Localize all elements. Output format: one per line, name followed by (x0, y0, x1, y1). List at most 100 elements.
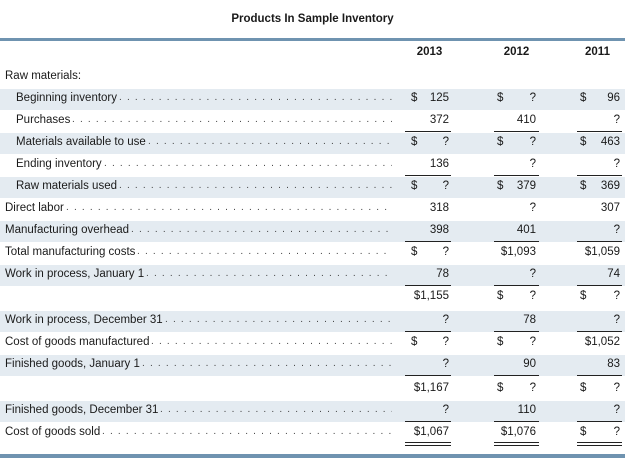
cell-value: 307 (600, 202, 620, 214)
row-label: Manufacturing overhead (5, 224, 130, 236)
cell-value: 96 (607, 92, 620, 104)
cell-value: 318 (429, 202, 449, 214)
cell-value: ? (442, 246, 449, 258)
dot-leader: . . . . . . . . . . . . . . . . . . . . … (119, 92, 392, 103)
cell-value: $1,093 (500, 246, 536, 258)
underline (577, 285, 622, 286)
cell-value: 401 (516, 224, 536, 236)
dot-leader: . . . . . . . . . . . . . . . . . . . . … (148, 136, 392, 147)
row-label: Purchases (16, 114, 71, 126)
currency-symbol: $ (411, 136, 418, 148)
currency-symbol: $ (580, 382, 587, 394)
currency-symbol: $ (411, 336, 418, 348)
table-row: Purchases . . . . . . . . . . . . . . . … (0, 111, 625, 132)
column-header-2013: 2013 (416, 46, 443, 58)
cell-value: 125 (429, 92, 449, 104)
cell-value: 136 (429, 158, 449, 170)
dot-leader: . . . . . . . . . . . . . . . . . . . . … (165, 314, 392, 325)
cell-value: $1,052 (584, 336, 620, 348)
cell-value: ? (529, 382, 536, 394)
currency-symbol: $ (580, 426, 587, 438)
cell-value: $1,059 (584, 246, 620, 258)
currency-symbol: $ (411, 92, 418, 104)
cell-value: ? (442, 180, 449, 192)
underline (577, 421, 622, 422)
underline (494, 421, 539, 422)
table-row: Raw materials: (0, 67, 625, 88)
row-label: Finished goods, December 31 (5, 404, 159, 416)
cell-value: 110 (517, 404, 536, 416)
table-title: Products In Sample Inventory (231, 13, 394, 25)
underline (577, 175, 622, 176)
underline (494, 375, 539, 376)
table-row: Finished goods, January 1 . . . . . . . … (0, 355, 625, 376)
row-label: Total manufacturing costs (5, 246, 136, 258)
cell-value: $1,167 (413, 382, 449, 394)
cell-value: ? (442, 336, 449, 348)
underline (577, 375, 622, 376)
currency-symbol: $ (411, 180, 418, 192)
cell-value: ? (529, 136, 536, 148)
cell-value: ? (442, 358, 449, 370)
cell-value: ? (442, 404, 449, 416)
currency-symbol: $ (580, 290, 587, 302)
row-label: Direct labor (5, 202, 64, 214)
cell-value: ? (529, 158, 536, 170)
row-label: Beginning inventory (16, 92, 118, 104)
underline (405, 331, 451, 332)
currency-symbol: $ (497, 336, 504, 348)
cell-value: ? (529, 290, 536, 302)
underline (405, 285, 451, 286)
table-row: Cost of goods sold . . . . . . . . . . .… (0, 423, 625, 444)
table-row: Work in process, December 31 . . . . . .… (0, 311, 625, 332)
underline (405, 241, 451, 242)
row-label: Raw materials: (5, 70, 82, 82)
currency-symbol: $ (411, 246, 418, 258)
row-label: Materials available to use (16, 136, 146, 148)
currency-symbol: $ (497, 382, 504, 394)
column-header-2012: 2012 (503, 46, 530, 58)
table-row: $1,155 $? $? (0, 287, 625, 308)
cell-value: ? (529, 268, 536, 280)
currency-symbol: $ (580, 180, 587, 192)
top-rule (0, 38, 625, 41)
row-label: Ending inventory (16, 158, 102, 170)
table-row: Direct labor . . . . . . . . . . . . . .… (0, 199, 625, 220)
cell-value: 74 (607, 268, 620, 280)
dot-leader: . . . . . . . . . . . . . . . . . . . . … (102, 426, 392, 437)
dot-leader: . . . . . . . . . . . . . . . . . . . . … (151, 336, 392, 347)
table-row: Raw materials used . . . . . . . . . . .… (0, 177, 625, 198)
cell-value: ? (442, 314, 449, 326)
row-label: Cost of goods sold (5, 426, 101, 438)
cell-value: 83 (607, 358, 620, 370)
cell-value: 372 (429, 114, 449, 126)
underline (494, 175, 539, 176)
table-row: Manufacturing overhead . . . . . . . . .… (0, 221, 625, 242)
dot-leader: . . . . . . . . . . . . . . . . . . . . … (142, 358, 392, 369)
table-row: $1,167 $? $? (0, 379, 625, 400)
cell-value: 398 (429, 224, 449, 236)
cell-value: 463 (600, 136, 620, 148)
cell-value: ? (613, 404, 620, 416)
cell-value: ? (613, 314, 620, 326)
row-label: Work in process, December 31 (5, 314, 163, 326)
cell-value: 379 (516, 180, 536, 192)
cell-value: ? (613, 382, 620, 394)
underline (494, 131, 539, 132)
cell-value: 410 (516, 114, 536, 126)
cell-value: ? (613, 224, 620, 236)
dot-leader: . . . . . . . . . . . . . . . . . . . . … (66, 202, 392, 213)
cell-value: ? (529, 336, 536, 348)
row-label: Finished goods, January 1 (5, 358, 140, 370)
currency-symbol: $ (497, 92, 504, 104)
cell-value: ? (529, 202, 536, 214)
cell-value: 369 (600, 180, 620, 192)
cell-value: ? (613, 290, 620, 302)
table-row: Materials available to use . . . . . . .… (0, 133, 625, 154)
cell-value: 78 (523, 314, 536, 326)
cell-value: ? (613, 114, 620, 126)
row-label: Raw materials used (16, 180, 117, 192)
table-row: Ending inventory . . . . . . . . . . . .… (0, 155, 625, 176)
underline (494, 331, 539, 332)
